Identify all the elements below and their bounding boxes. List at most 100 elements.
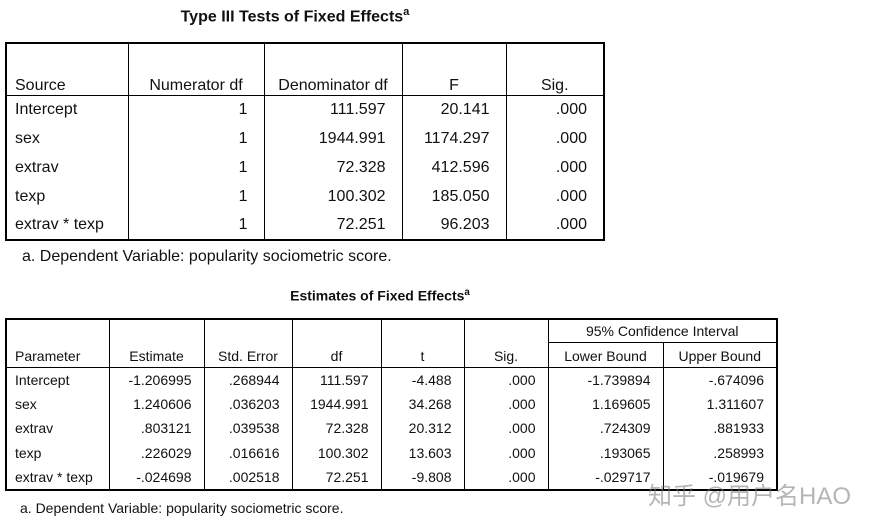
cell: 72.251 — [291, 465, 381, 490]
column-header: Numerator df — [127, 43, 264, 96]
cell: .226029 — [108, 440, 204, 465]
row-label: Intercept — [5, 367, 109, 392]
data-row: extrav * texp -.024698.002518 72.251 -9.808… — [5, 465, 777, 490]
column-header: Sig. — [463, 319, 548, 368]
cell: .881933 — [662, 416, 777, 441]
column-header: t — [380, 319, 464, 368]
cell: .268944 — [203, 367, 292, 392]
row-label: extrav — [5, 416, 109, 441]
cell: -4.488 — [380, 367, 464, 392]
cell: .000 — [505, 124, 604, 153]
data-row: extrav * texp 1 72.251 96.203.000 — [5, 211, 604, 240]
watermark: 知乎 @用户名HAO — [648, 483, 852, 510]
title-text: Type III Tests of Fixed Effects — [180, 8, 404, 26]
row-label: extrav * texp — [5, 211, 128, 240]
cell: 1.311607 — [662, 391, 777, 416]
cell: 100.302 — [291, 440, 381, 465]
cell: .803121 — [108, 416, 204, 441]
table-title: Estimates of Fixed Effectsa — [180, 287, 580, 304]
cell: .036203 — [203, 391, 292, 416]
column-header-text: Denominator df — [278, 76, 388, 94]
cell: -.029717 — [547, 465, 663, 490]
column-header-text: Source — [15, 76, 66, 94]
fixed-effects-tests-table: Source Numerator df Denominator df F Sig. Int… — [5, 42, 605, 241]
data-row: extrav 1 72.328 412.596.000 — [5, 153, 604, 182]
column-header-text: Numerator df — [149, 76, 243, 94]
row-label: extrav * texp — [5, 465, 109, 490]
header-row: Source Numerator df Denominator df F Sig. — [5, 43, 604, 96]
column-header-text: Sig. — [540, 76, 569, 94]
row-label: Intercept — [5, 95, 128, 124]
column-header: Estimate — [108, 319, 204, 368]
row-label: sex — [5, 124, 128, 153]
cell: -9.808 — [380, 465, 464, 490]
footnote: a. Dependent Variable: popularity sociom… — [20, 500, 344, 516]
cell: 1944.991 — [263, 124, 402, 153]
cell: 1.169605 — [547, 391, 663, 416]
header-row: Parameter Estimate Std. Error df t Sig. 95% Co… — [5, 319, 777, 368]
cell: 20.312 — [380, 416, 464, 441]
column-header: Parameter — [5, 319, 109, 368]
interval-header: 95% Confidence Interval — [547, 319, 777, 343]
footnote: a. Dependent Variable: popularity sociom… — [22, 248, 392, 265]
cell: 412.596 — [401, 153, 506, 182]
cell: 13.603 — [380, 440, 464, 465]
data-row: Intercept 1 111.597 20.141.000 — [5, 95, 604, 124]
cell: .000 — [463, 391, 548, 416]
cell: 72.251 — [263, 211, 402, 240]
cell: -.674096 — [662, 367, 777, 392]
cell: -1.739894 — [547, 367, 663, 392]
cell: 20.141 — [401, 95, 506, 124]
title-note: a — [403, 6, 410, 18]
cell: 1 — [127, 182, 264, 211]
row-label: texp — [5, 440, 109, 465]
cell: .000 — [505, 182, 604, 211]
data-row: extrav .803121.039538 72.328 20.312.000.724… — [5, 416, 777, 441]
cell: 34.268 — [380, 391, 464, 416]
column-header: Sig. — [505, 43, 604, 96]
column-header: Std. Error — [203, 319, 292, 368]
cell: .016616 — [203, 440, 292, 465]
cell: -.024698 — [108, 465, 204, 490]
cell: 96.203 — [401, 211, 506, 240]
cell: 1174.297 — [401, 124, 506, 153]
cell: .000 — [463, 440, 548, 465]
cell: .258993 — [662, 440, 777, 465]
cell: 72.328 — [263, 153, 402, 182]
cell: 185.050 — [401, 182, 506, 211]
cell: 1 — [127, 95, 264, 124]
cell: .193065 — [547, 440, 663, 465]
cell: -1.206995 — [108, 367, 204, 392]
data-row: texp .226029.016616 100.302 13.603.000.1930… — [5, 440, 777, 465]
column-header: Upper Bound — [662, 342, 777, 368]
row-label: sex — [5, 391, 109, 416]
cell: -.019679 — [662, 465, 777, 490]
title-text: Estimates of Fixed Effects — [290, 287, 465, 304]
cell: 72.328 — [291, 416, 381, 441]
cell: 1 — [127, 153, 264, 182]
data-row: sex 1.240606.036203 1944.991 34.268.000 1.16… — [5, 391, 777, 416]
cell: 1 — [127, 211, 264, 240]
cell: 111.597 — [291, 367, 381, 392]
cell: .000 — [505, 95, 604, 124]
fixed-effects-estimates-table: Parameter Estimate Std. Error df t Sig. 95% Co… — [5, 318, 778, 491]
data-row: sex 1 1944.991 1174.297.000 — [5, 124, 604, 153]
data-row: Intercept -1.206995.268944 111.597 -4.488.0… — [5, 367, 777, 392]
column-header-text: F — [449, 76, 459, 94]
cell: 111.597 — [263, 95, 402, 124]
column-header: Source — [5, 43, 128, 96]
cell: .039538 — [203, 416, 292, 441]
table-title: Type III Tests of Fixed Effectsa — [95, 6, 495, 26]
cell: .002518 — [203, 465, 292, 490]
column-header: df — [291, 319, 381, 368]
cell: .000 — [463, 416, 548, 441]
cell: .000 — [505, 153, 604, 182]
cell: 1 — [127, 124, 264, 153]
data-row: texp 1 100.302 185.050.000 — [5, 182, 604, 211]
cell: 100.302 — [263, 182, 402, 211]
header-row: Lower Bound Upper Bound — [6, 342, 777, 368]
column-header: Denominator df — [263, 43, 402, 96]
cell: 1.240606 — [108, 391, 204, 416]
cell: .724309 — [547, 416, 663, 441]
